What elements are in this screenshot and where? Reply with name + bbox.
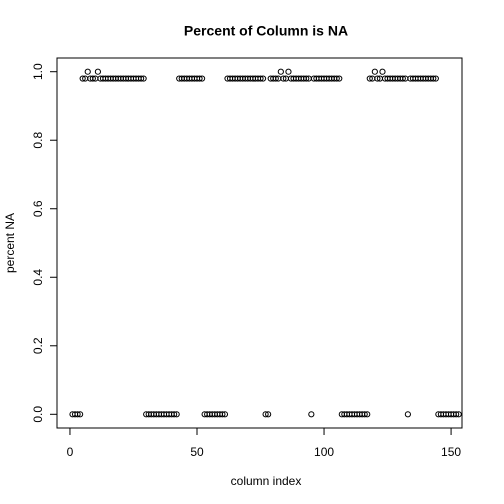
- plot-box: [56, 57, 463, 429]
- point: [379, 68, 386, 75]
- point: [94, 68, 102, 75]
- point: [196, 75, 203, 82]
- point: [404, 411, 411, 418]
- point: [171, 411, 178, 418]
- point: [364, 411, 371, 418]
- point: [280, 75, 287, 82]
- point: [277, 68, 284, 75]
- x-tick-label: 100: [314, 445, 334, 459]
- point: [259, 75, 267, 82]
- point: [361, 411, 368, 418]
- y-tick-label: 0.6: [31, 200, 45, 217]
- point: [173, 411, 180, 418]
- y-tick-label: 0.4: [31, 269, 45, 286]
- x-axis-label: column index: [231, 474, 302, 488]
- chart-title: Percent of Column is NA: [184, 23, 348, 39]
- y-tick-label: 0.8: [31, 132, 45, 149]
- point: [79, 75, 86, 82]
- point: [453, 411, 460, 418]
- point: [219, 411, 226, 418]
- point: [333, 75, 340, 82]
- point: [257, 75, 264, 82]
- point: [221, 411, 229, 418]
- x-tick-label: 0: [67, 445, 74, 459]
- point: [366, 75, 373, 82]
- point: [336, 75, 343, 82]
- point: [308, 411, 315, 418]
- y-tick-label: 0.2: [31, 337, 45, 354]
- x-tick-label: 50: [190, 445, 204, 459]
- point: [399, 75, 406, 82]
- point: [272, 75, 279, 82]
- point: [374, 75, 381, 82]
- y-tick-label: 1.0: [31, 63, 45, 80]
- y-tick-label: 0.0: [31, 406, 45, 423]
- point: [432, 75, 439, 82]
- point: [137, 75, 145, 82]
- point: [285, 68, 292, 75]
- point: [262, 411, 269, 418]
- point: [77, 411, 84, 418]
- point: [74, 411, 81, 418]
- point: [371, 68, 378, 75]
- point: [198, 75, 206, 82]
- point: [84, 68, 91, 75]
- point: [140, 75, 147, 82]
- point: [430, 75, 437, 82]
- point: [265, 411, 272, 418]
- x-tick-label: 150: [441, 445, 461, 459]
- point: [303, 75, 310, 82]
- point: [89, 75, 96, 82]
- y-axis-label: percent NA: [3, 213, 17, 273]
- point: [455, 411, 462, 418]
